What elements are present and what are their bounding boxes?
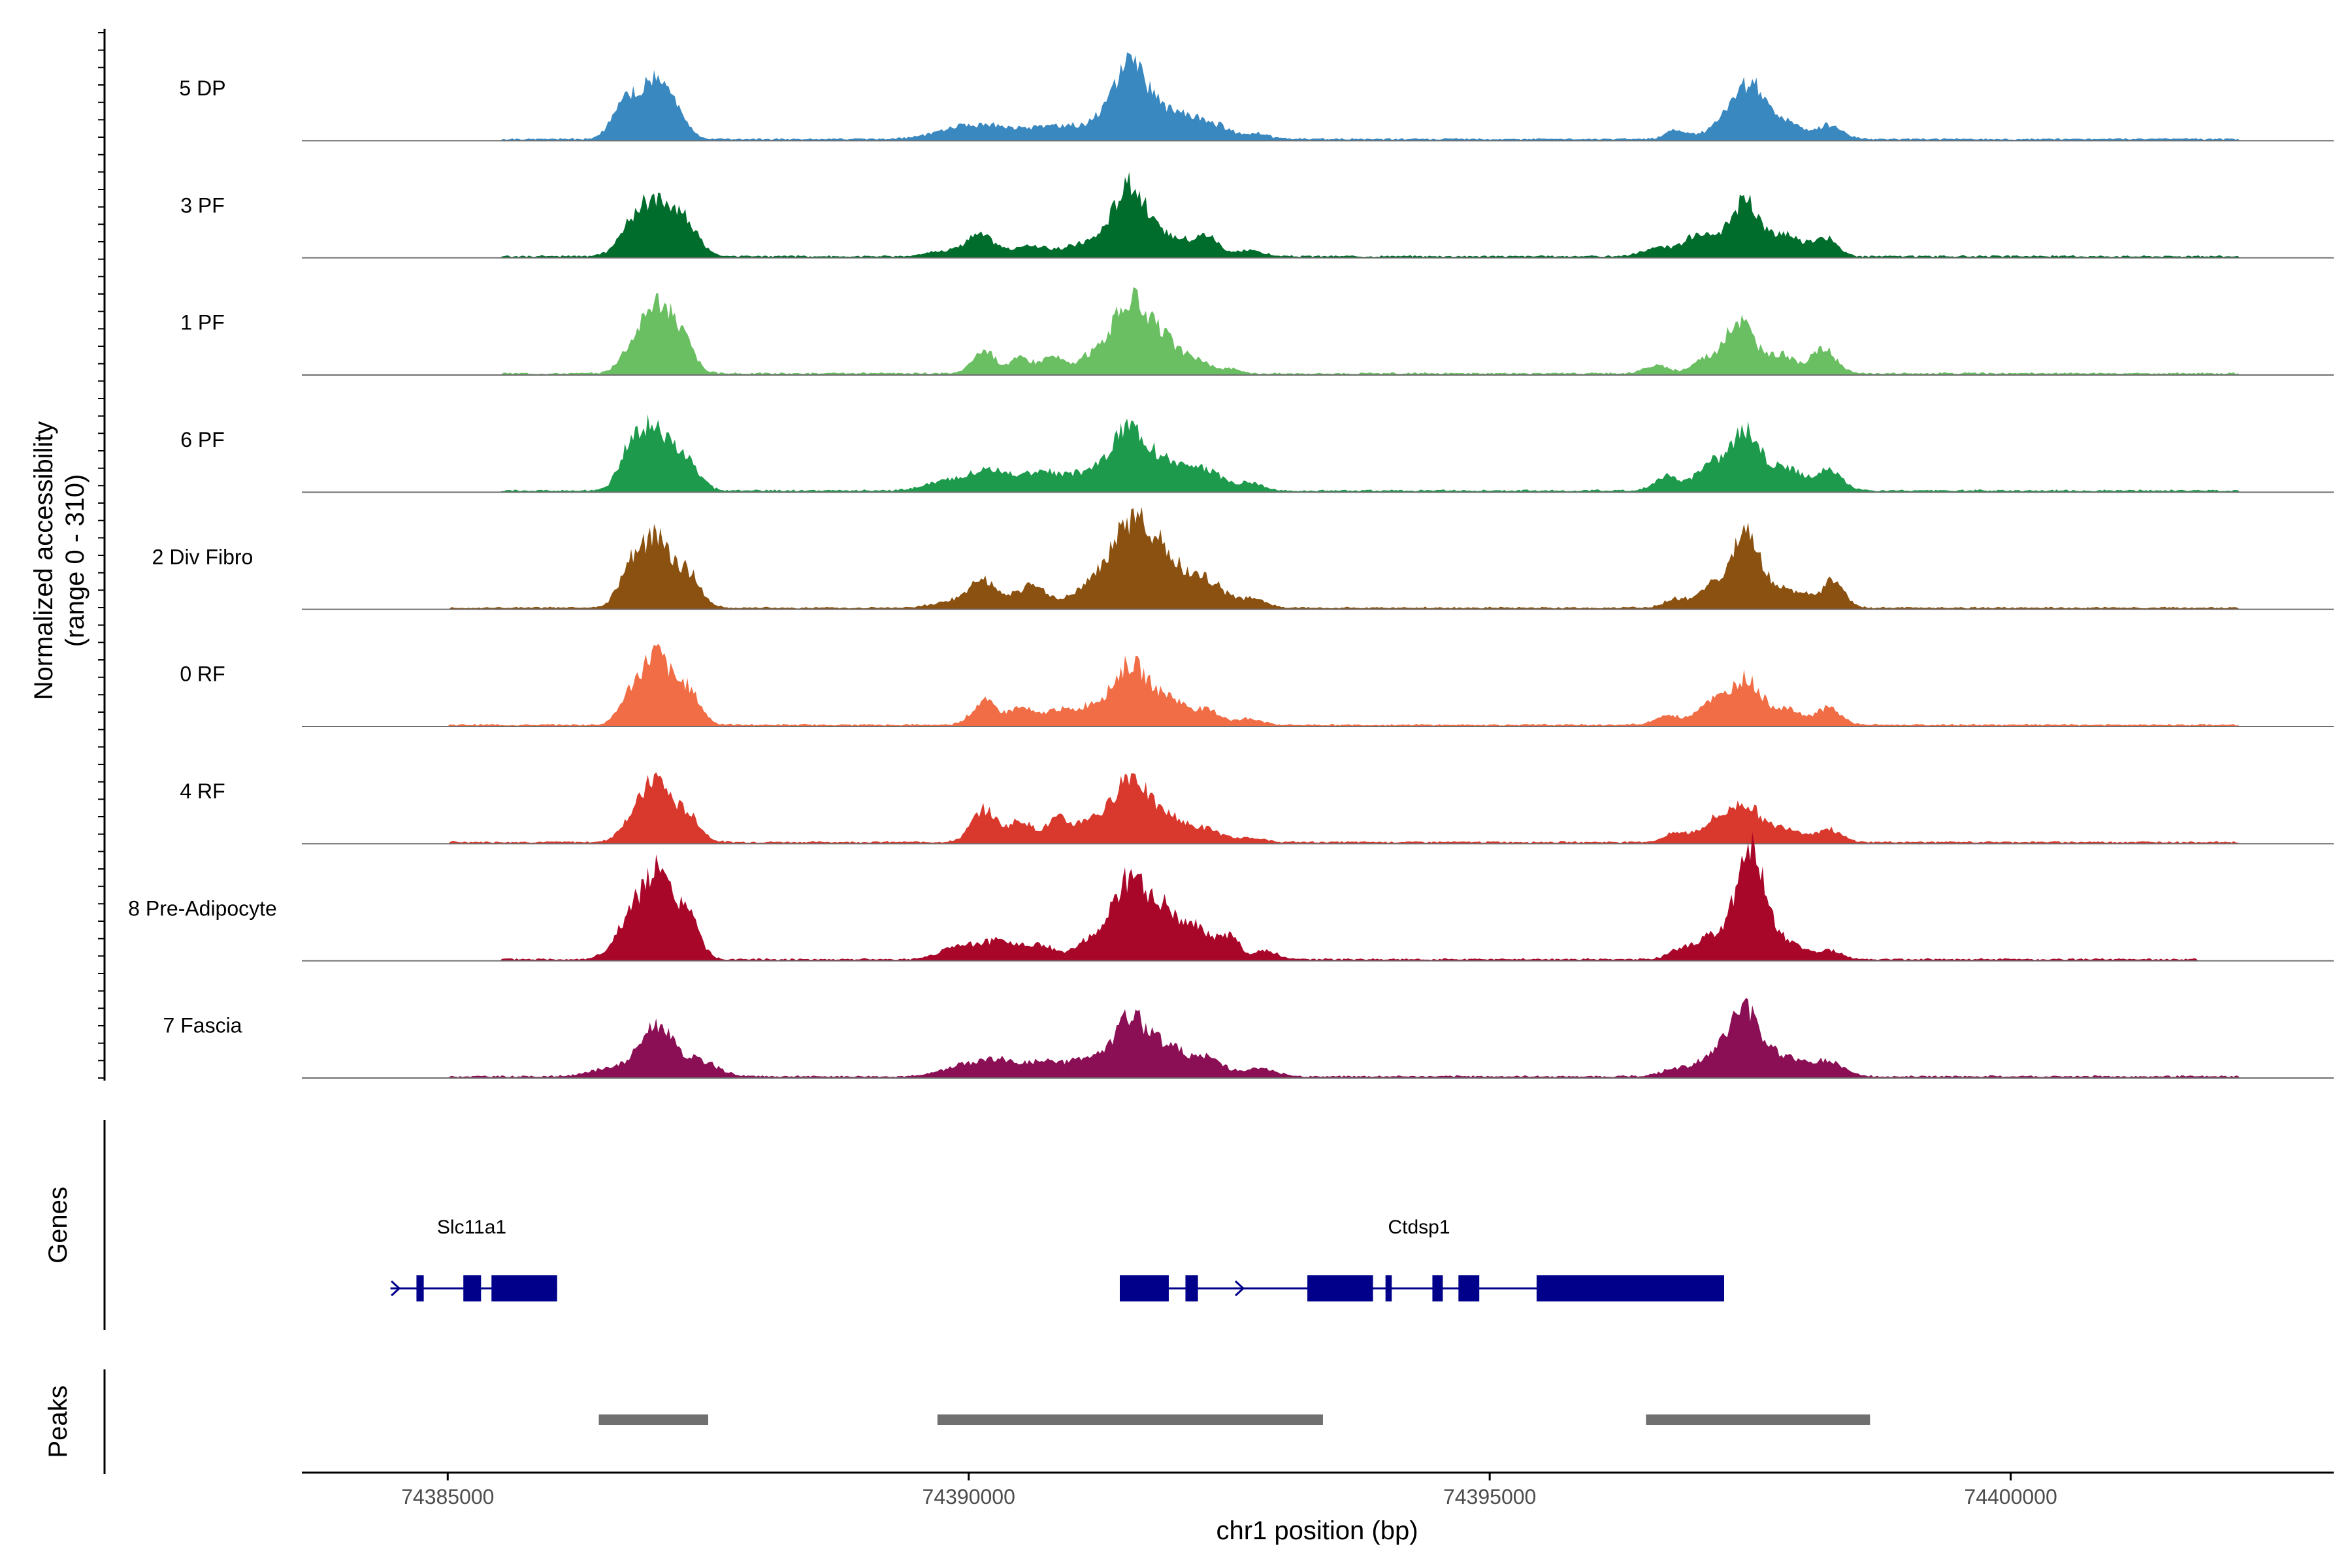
coverage-area-0-rf (302, 644, 2334, 727)
y-axis-subtitle: (range 0 - 310) (61, 474, 90, 647)
coverage-area-7-fascia (302, 998, 2334, 1078)
gene-exon (1185, 1275, 1198, 1301)
peak-region (598, 1414, 708, 1425)
x-tick-label: 74400000 (1964, 1485, 2057, 1509)
x-axis: 74385000 74390000 74395000 74400000 (302, 1471, 2334, 1509)
track-6: 0 RF (180, 644, 2334, 727)
track-label: 8 Pre-Adipocyte (128, 896, 277, 920)
peaks-track-title: Peaks (44, 1385, 73, 1458)
genes-track-title: Genes (44, 1186, 73, 1264)
coverage-tracks: 5 DP 3 PF 1 PF 6 PF 2 Div Fibro 0 RF 4 RF 8 Pre… (128, 52, 2334, 1079)
strand-arrow (1234, 1280, 1245, 1297)
track-label: 7 Fascia (163, 1014, 242, 1037)
gene-label: Slc11a1 (437, 1217, 506, 1238)
x-tick-label: 74395000 (1443, 1485, 1536, 1509)
gene-label: Ctdsp1 (1388, 1217, 1450, 1238)
gene-ctdsp1: Ctdsp1 (1119, 1217, 1724, 1301)
track-label: 5 DP (179, 76, 225, 100)
track-label: 4 RF (180, 779, 225, 803)
y-axis-title: Normalized accessibility (29, 421, 58, 700)
coverage-area-2-div-fibro (302, 506, 2334, 610)
peak-region (937, 1414, 1323, 1425)
gene-exon (1432, 1275, 1443, 1301)
track-label: 0 RF (180, 662, 225, 686)
track-2: 3 PF (180, 171, 2334, 259)
track-label: 3 PF (180, 193, 225, 217)
track-7: 4 RF (180, 772, 2334, 845)
x-tick-label: 74390000 (923, 1485, 1015, 1509)
track-3: 1 PF (180, 287, 2334, 376)
gene-exon (416, 1275, 424, 1301)
x-tick-label: 74385000 (401, 1485, 494, 1509)
gene-exon (1307, 1275, 1373, 1301)
track-8: 8 Pre-Adipocyte (128, 832, 2334, 962)
coverage-area-4-rf (302, 772, 2334, 844)
gene-slc11a1: Slc11a1 (390, 1217, 557, 1301)
track-label: 1 PF (180, 311, 225, 335)
coverage-area-8-pre-adipocyte (302, 832, 2334, 961)
x-axis-title: chr1 position (bp) (1216, 1516, 1418, 1545)
track-9: 7 Fascia (163, 998, 2334, 1079)
peaks-track (598, 1414, 1870, 1425)
coverage-area-1-pf (302, 287, 2334, 375)
track-4: 6 PF (180, 414, 2334, 493)
gene-exon (491, 1275, 557, 1301)
coverage-area-6-pf (302, 414, 2334, 493)
strand-arrow (391, 1280, 401, 1297)
track-label: 6 PF (180, 428, 225, 451)
track-5: 2 Div Fibro (152, 506, 2334, 610)
gene-exon (1458, 1275, 1480, 1301)
gene-exon (463, 1275, 482, 1301)
peak-region (1646, 1414, 1870, 1425)
track-1: 5 DP (179, 52, 2334, 142)
gene-track: Slc11a1 Ctdsp1 (390, 1217, 1724, 1301)
coverage-area-3-pf (302, 171, 2334, 258)
coverage-area-5-dp (302, 52, 2334, 141)
gene-exon (1385, 1275, 1392, 1301)
gene-exon (1536, 1275, 1724, 1301)
y-axis (98, 29, 106, 1081)
track-label: 2 Div Fibro (152, 545, 253, 568)
gene-exon (1119, 1275, 1169, 1301)
